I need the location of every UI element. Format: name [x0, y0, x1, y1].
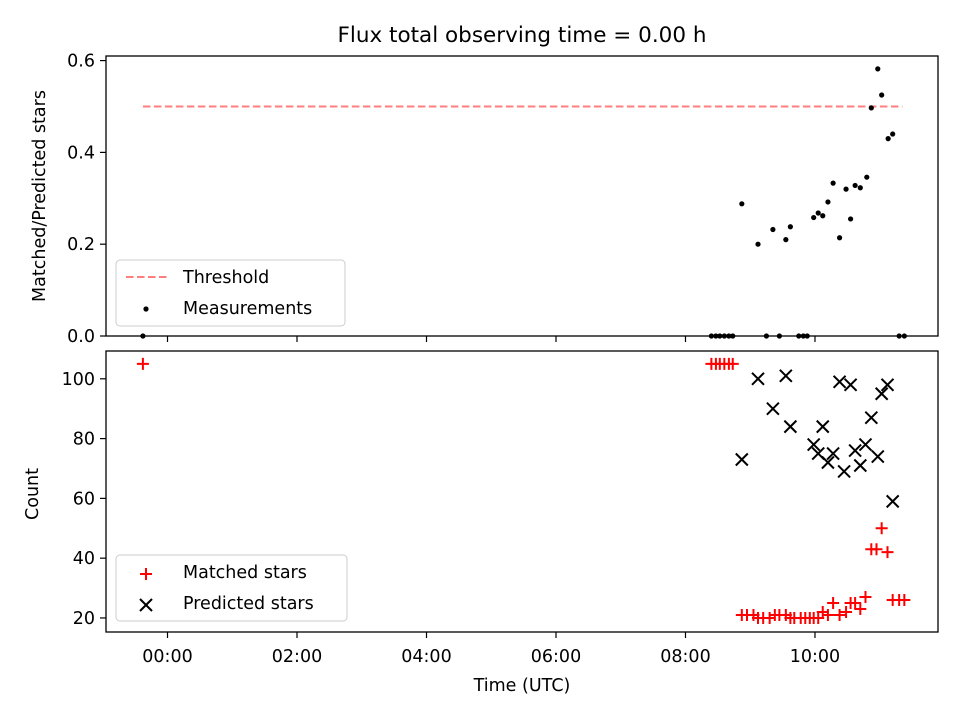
legend-matched-label: Matched stars	[183, 563, 307, 583]
x-tick-label: 10:00	[790, 647, 840, 667]
measurement-point	[815, 210, 821, 216]
top-legend-box	[115, 259, 346, 327]
predicted-star-point	[858, 437, 873, 452]
measurement-point	[770, 226, 776, 233]
measurement-point	[852, 182, 858, 189]
matched-star-point	[870, 543, 883, 556]
measurement-point	[739, 201, 745, 207]
x-tick-label: 08:00	[660, 647, 710, 667]
measurement-point	[820, 213, 826, 219]
top-y-axis-label: Matched/Predicted stars	[30, 90, 50, 302]
bottom-y-axis: 20 40 60 80 100	[62, 370, 106, 629]
top-plot-frame	[105, 55, 939, 337]
top-y-axis: 0.0 0.2 0.4 0.6	[67, 52, 106, 347]
predicted-star-point	[885, 494, 900, 509]
matched-star-point	[840, 605, 853, 618]
matched-star-point	[816, 605, 829, 618]
x-tick-label: 06:00	[531, 647, 581, 667]
measurement-point	[755, 241, 761, 247]
bottom-y-tick-label: 20	[73, 609, 95, 629]
predicted-star-point	[837, 464, 851, 479]
top-legend: Threshold Measurements	[115, 259, 346, 327]
bottom-panel: 20 40 60 80 100 00:00 02:00 04:00 06:00 08:00 10:…	[23, 350, 939, 696]
predicted-star-point	[735, 452, 749, 467]
predicted-star-point	[832, 375, 847, 389]
bottom-y-tick-label: 100	[62, 370, 95, 390]
predicted-star-point	[806, 437, 821, 452]
chart-title: Flux total observing time = 0.00 h	[338, 23, 707, 48]
top-x-axis	[166, 336, 816, 342]
measurement-point	[836, 235, 843, 241]
count-points	[136, 357, 911, 624]
measurement-point	[885, 136, 891, 142]
legend-matched-swatch	[140, 568, 152, 580]
predicted-star-point	[864, 410, 879, 425]
bottom-y-axis-label: Count	[23, 468, 43, 520]
measurement-point	[890, 131, 896, 137]
predicted-star-point	[843, 378, 858, 392]
bottom-y-tick-label: 60	[73, 489, 95, 509]
measurement-point	[875, 66, 881, 72]
predicted-star-point	[783, 419, 798, 434]
matched-star-point	[827, 597, 840, 610]
top-panel: 0.0 0.2 0.4 0.6 Matched/Predicted stars Thr…	[30, 52, 939, 347]
bottom-plot-frame	[105, 350, 939, 633]
measurement-point	[825, 199, 831, 205]
x-axis-label: Time (UTC)	[473, 676, 571, 696]
legend-predicted-swatch	[139, 598, 153, 612]
predicted-star-point	[766, 401, 780, 416]
predicted-star-point	[880, 378, 895, 392]
predicted-star-point	[853, 458, 868, 473]
matched-star-point	[763, 611, 776, 624]
measurement-point	[868, 105, 874, 111]
matched-star-point	[881, 546, 894, 559]
matched-star-point	[849, 597, 862, 610]
matched-star-point	[726, 357, 739, 370]
legend-predicted-label: Predicted stars	[183, 594, 314, 614]
bottom-y-tick-label: 80	[73, 430, 95, 450]
measurement-point	[811, 214, 817, 221]
bottom-y-tick-label: 40	[73, 549, 95, 569]
top-y-tick-label: 0.4	[67, 143, 95, 163]
matched-star-point	[859, 591, 872, 604]
matched-star-point	[833, 608, 846, 621]
predicted-star-point	[826, 446, 840, 461]
legend-measurements-label: Measurements	[183, 299, 312, 319]
measurement-point	[847, 216, 854, 222]
predicted-star-point	[821, 455, 835, 470]
measurement-point	[864, 174, 870, 180]
bottom-x-axis: 00:00 02:00 04:00 06:00 08:00 10:00	[142, 632, 840, 667]
matched-star-point	[898, 594, 911, 607]
measurement-point	[830, 180, 836, 186]
predicted-star-point	[816, 419, 830, 434]
legend-measurements-swatch	[143, 306, 149, 312]
matched-star-point	[136, 357, 149, 370]
legend-threshold-label: Threshold	[182, 268, 269, 288]
predicted-star-point	[874, 387, 889, 401]
top-y-tick-label: 0.0	[67, 327, 95, 347]
matched-star-point	[875, 522, 888, 535]
measurement-point	[879, 92, 885, 98]
predicted-star-point	[779, 369, 793, 383]
x-tick-label: 02:00	[272, 647, 322, 667]
top-y-tick-label: 0.2	[67, 235, 95, 255]
measurement-point	[783, 237, 789, 243]
predicted-star-point	[871, 449, 885, 464]
measurement-point	[857, 185, 863, 191]
bottom-legend-box	[115, 554, 348, 622]
measurement-point	[787, 224, 793, 230]
measurement-point	[843, 186, 849, 192]
matched-star-point	[821, 608, 834, 621]
top-y-tick-label: 0.6	[67, 52, 95, 72]
predicted-star-point	[848, 443, 862, 458]
x-tick-label: 04:00	[401, 647, 451, 667]
predicted-star-point	[751, 372, 765, 386]
bottom-legend: Matched stars Predicted stars	[115, 554, 348, 622]
x-tick-label: 00:00	[142, 647, 192, 667]
matched-star-point	[854, 602, 867, 615]
